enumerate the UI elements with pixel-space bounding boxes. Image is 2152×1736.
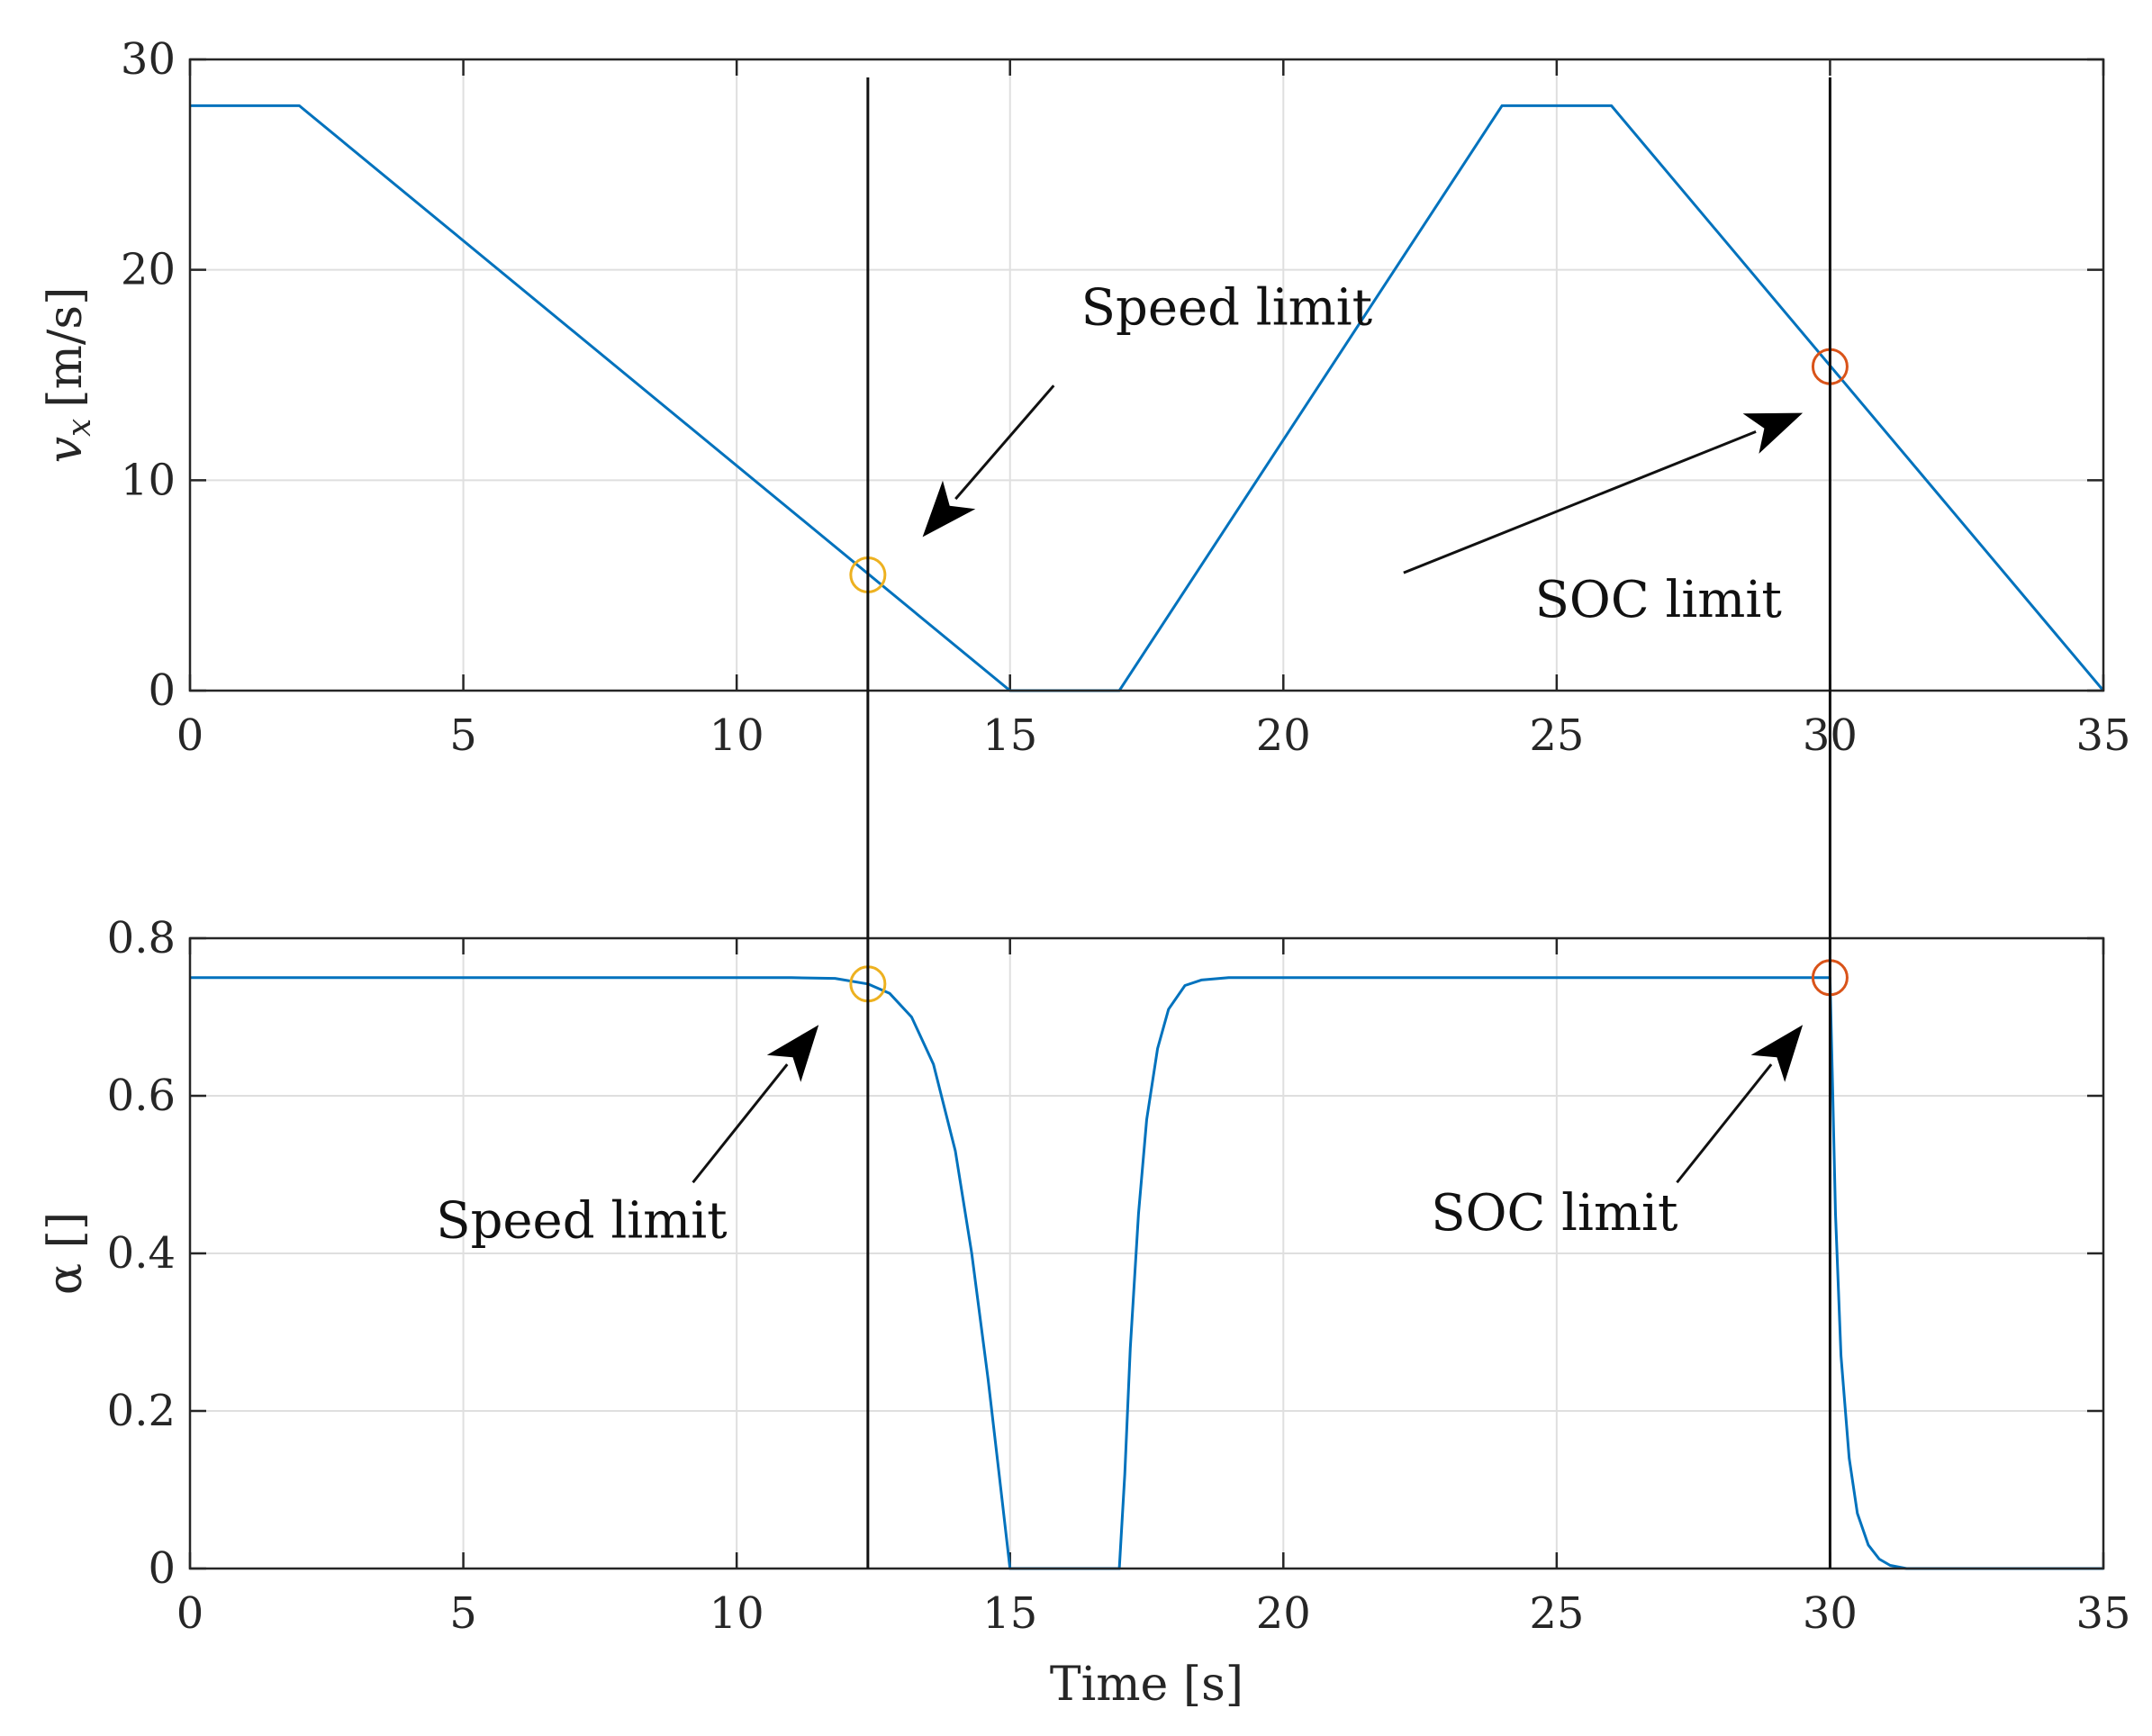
- x-tick-label: 0: [176, 710, 204, 761]
- annotation-arrow-shaft: [954, 384, 1055, 501]
- annotation-arrow-shaft: [1403, 429, 1757, 574]
- x-tick-label: 35: [2075, 710, 2130, 761]
- velocity-axes-box: [188, 58, 2105, 692]
- velocity-annotations: Speed limit SOC limit: [922, 278, 1804, 629]
- x-tick-label: 10: [710, 710, 764, 761]
- y-tick-label: 10: [121, 455, 176, 505]
- y-tick-label: 0: [148, 665, 176, 716]
- x-tick-label: 20: [1256, 710, 1311, 761]
- x-tick-label: 0: [176, 1588, 204, 1639]
- x-tick-label: 35: [2075, 1588, 2130, 1639]
- velocity-y-label-unit: [m/s]: [39, 287, 93, 408]
- velocity-plot-area: [190, 59, 2103, 691]
- event-vertical-lines: [866, 77, 1831, 1569]
- y-tick-label: 30: [121, 34, 176, 85]
- x-tick-label: 30: [1803, 1588, 1858, 1639]
- x-tick-label: 15: [982, 710, 1037, 761]
- y-tick-label: 0.8: [107, 913, 176, 963]
- alpha-annotations: Speed limit SOC limit: [436, 1025, 1804, 1251]
- y-tick-label: 0.6: [107, 1071, 176, 1121]
- annotation-arrow-shaft: [1676, 1063, 1773, 1184]
- annotation-arrow-head: [1750, 1025, 1804, 1082]
- annotation-label: SOC limit: [1431, 1184, 1678, 1243]
- alpha-series: [190, 976, 2103, 1570]
- annotation-arrow-head: [922, 480, 976, 538]
- alpha-ticks: 0 5 10 15 20 25 30 35 0 0.2 0.4 0.6 0.8: [107, 913, 2131, 1639]
- annotation-label: Speed limit: [436, 1192, 728, 1251]
- velocity-y-axis-label: vx [m/s]: [39, 287, 98, 464]
- time-x-axis-label: Time [s]: [1050, 1658, 1243, 1712]
- y-tick-label: 20: [121, 245, 176, 295]
- annotation-arrow-head: [766, 1025, 819, 1082]
- x-tick-label: 10: [710, 1588, 764, 1639]
- annotation-arrow-head: [1742, 412, 1804, 454]
- x-tick-label: 5: [449, 710, 477, 761]
- annotation-arrow-shaft: [692, 1063, 789, 1184]
- x-tick-label: 5: [449, 1588, 477, 1639]
- x-tick-label: 25: [1529, 1588, 1584, 1639]
- series-line-alpha: [190, 976, 2103, 1570]
- annotation-label: SOC limit: [1535, 571, 1783, 629]
- alpha-axes-box: [188, 936, 2105, 1570]
- x-tick-label: 25: [1529, 710, 1584, 761]
- velocity-y-label-main: v: [39, 437, 93, 463]
- x-tick-label: 20: [1256, 1588, 1311, 1639]
- y-tick-label: 0: [148, 1543, 176, 1594]
- y-tick-label: 0.2: [107, 1386, 176, 1436]
- velocity-y-label-sub: x: [61, 419, 98, 437]
- x-tick-label: 15: [982, 1588, 1037, 1639]
- alpha-y-axis-label: α []: [39, 1212, 93, 1295]
- y-tick-label: 0.4: [107, 1228, 176, 1279]
- annotation-label: Speed limit: [1081, 278, 1373, 337]
